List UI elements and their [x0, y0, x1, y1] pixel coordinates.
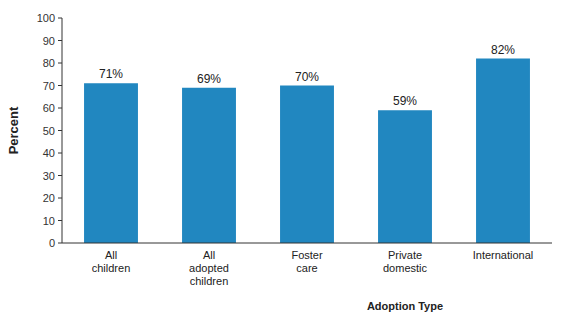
- bar: [84, 83, 138, 243]
- x-tick-label-line: children: [190, 275, 229, 287]
- data-label: 59%: [393, 94, 417, 108]
- x-tick-label-line: children: [92, 262, 131, 274]
- x-tick-label: Fostercare: [291, 249, 323, 274]
- x-tick-label: Allchildren: [92, 249, 131, 274]
- x-tick-label-line: Private: [388, 249, 422, 261]
- y-tick-label: 40: [43, 147, 55, 159]
- x-tick-label: International: [473, 249, 534, 261]
- y-tick: [58, 63, 62, 64]
- data-label: 82%: [491, 43, 515, 57]
- data-label: 70%: [295, 70, 319, 84]
- y-tick-label: 100: [37, 12, 55, 24]
- y-tick: [58, 85, 62, 86]
- x-tick-label-line: All: [105, 249, 117, 261]
- y-tick: [58, 153, 62, 154]
- bar: [182, 88, 236, 243]
- x-tick-label-line: adopted: [189, 262, 229, 274]
- x-tick-label-line: International: [473, 249, 534, 261]
- y-tick: [58, 220, 62, 221]
- y-tick-label: 60: [43, 102, 55, 114]
- data-label: 69%: [197, 72, 221, 86]
- y-tick-label: 50: [43, 125, 55, 137]
- y-tick: [58, 243, 62, 244]
- y-axis-label: Percent: [6, 106, 21, 154]
- chart-container: 71% 69% 70% 59% 82% 0 10 20 30 40 50 60 70 80 90 100 Per…: [0, 0, 568, 335]
- y-tick-label: 0: [49, 237, 55, 249]
- x-tick-label-line: Foster: [291, 249, 323, 261]
- y-tick: [58, 40, 62, 41]
- y-tick: [58, 108, 62, 109]
- annotation: Adoption Type: [367, 300, 443, 312]
- x-tick-label-line: care: [296, 262, 317, 274]
- bar: [476, 59, 530, 244]
- y-tick-label: 30: [43, 170, 55, 182]
- x-tick-label: Alladoptedchildren: [189, 249, 229, 287]
- y-tick-label: 90: [43, 35, 55, 47]
- bar: [280, 86, 334, 244]
- x-tick-label-line: All: [203, 249, 215, 261]
- y-tick-label: 70: [43, 80, 55, 92]
- y-tick: [58, 175, 62, 176]
- y-tick: [58, 18, 62, 19]
- y-tick-label: 80: [43, 57, 55, 69]
- y-tick-label: 10: [43, 215, 55, 227]
- data-label: 71%: [99, 67, 123, 81]
- x-axis-line: [62, 243, 552, 244]
- y-tick: [58, 130, 62, 131]
- x-tick-label: Privatedomestic: [383, 249, 428, 274]
- y-tick: [58, 198, 62, 199]
- chart-svg: 71% 69% 70% 59% 82% 0 10 20 30 40 50 60 70 80 90 100 Per…: [0, 0, 568, 335]
- bars: [84, 59, 530, 244]
- y-tick-label: 20: [43, 192, 55, 204]
- bar: [378, 110, 432, 243]
- x-tick-label-line: domestic: [383, 262, 428, 274]
